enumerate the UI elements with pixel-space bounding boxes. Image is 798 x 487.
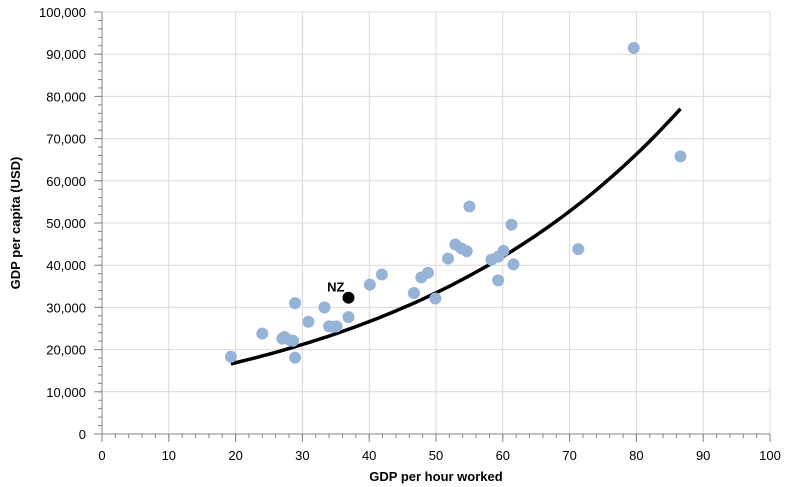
y-tick-label: 100,000 bbox=[39, 5, 86, 20]
x-tick-label: 80 bbox=[629, 448, 643, 463]
y-tick-label: 80,000 bbox=[46, 89, 86, 104]
y-tick-label: 40,000 bbox=[46, 258, 86, 273]
y-tick-label: 50,000 bbox=[46, 216, 86, 231]
x-tick-label: 100 bbox=[759, 448, 781, 463]
data-point bbox=[330, 320, 343, 333]
y-tick-label: 30,000 bbox=[46, 300, 86, 315]
data-point bbox=[302, 315, 315, 328]
x-tick-label: 90 bbox=[696, 448, 710, 463]
x-tick-label: 20 bbox=[228, 448, 242, 463]
data-point bbox=[442, 252, 455, 265]
data-point bbox=[463, 200, 476, 213]
x-axis-title: GDP per hour worked bbox=[369, 469, 502, 484]
y-axis-ticks: 0 10,000 20,000 30,000 40,000 50,000 60,000 70,… bbox=[39, 5, 86, 442]
y-axis-title: GDP per capita (USD) bbox=[8, 157, 23, 290]
trendline bbox=[230, 107, 682, 366]
y-tick-label: 90,000 bbox=[46, 47, 86, 62]
x-tick-label: 60 bbox=[496, 448, 510, 463]
data-point bbox=[507, 258, 520, 271]
x-tick-label: 0 bbox=[98, 448, 105, 463]
data-point bbox=[363, 278, 376, 291]
data-point bbox=[627, 41, 640, 54]
x-tick-label: 50 bbox=[429, 448, 443, 463]
data-point bbox=[421, 266, 434, 279]
y-tick-label: 0 bbox=[79, 427, 86, 442]
x-tick-label: 70 bbox=[562, 448, 576, 463]
data-points bbox=[224, 41, 687, 364]
x-axis-ticks: 0 10 20 30 40 50 60 70 80 90 100 bbox=[98, 448, 780, 463]
axes bbox=[94, 11, 771, 442]
data-point bbox=[460, 245, 473, 258]
data-point bbox=[505, 218, 518, 231]
data-point bbox=[572, 243, 585, 256]
data-point bbox=[429, 292, 442, 305]
data-point bbox=[224, 350, 237, 363]
x-tick-label: 30 bbox=[295, 448, 309, 463]
nz-label: NZ bbox=[327, 280, 344, 295]
data-point bbox=[318, 301, 331, 314]
y-tick-label: 60,000 bbox=[46, 174, 86, 189]
data-point bbox=[342, 311, 355, 324]
data-point bbox=[375, 268, 388, 281]
highlight-group: NZ bbox=[327, 280, 355, 304]
gridlines bbox=[102, 11, 771, 434]
y-tick-label: 70,000 bbox=[46, 132, 86, 147]
data-point bbox=[289, 351, 302, 364]
nz-point bbox=[342, 291, 355, 304]
x-tick-label: 40 bbox=[362, 448, 376, 463]
data-point bbox=[287, 334, 300, 347]
y-tick-label: 20,000 bbox=[46, 343, 86, 358]
data-point bbox=[492, 274, 505, 287]
data-point bbox=[497, 244, 510, 257]
x-tick-label: 10 bbox=[162, 448, 176, 463]
y-tick-label: 10,000 bbox=[46, 385, 86, 400]
data-point bbox=[407, 287, 420, 300]
data-point bbox=[256, 327, 269, 340]
data-point bbox=[674, 150, 687, 163]
data-point bbox=[289, 297, 302, 310]
